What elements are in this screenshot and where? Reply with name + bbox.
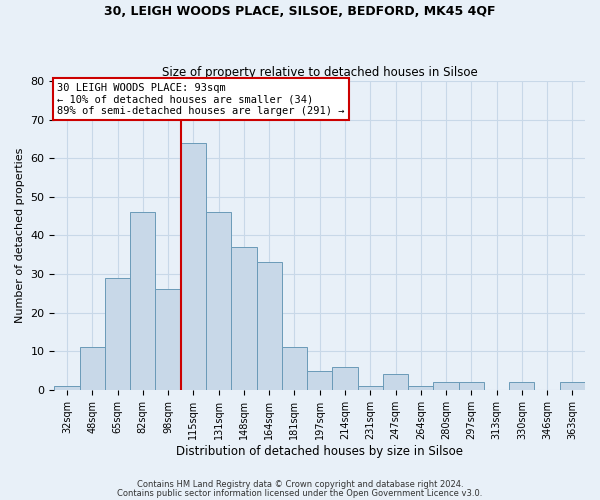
Bar: [408, 386, 433, 390]
Bar: [332, 366, 358, 390]
Bar: [282, 348, 307, 390]
Bar: [560, 382, 585, 390]
Bar: [130, 212, 155, 390]
Bar: [231, 247, 257, 390]
Bar: [383, 374, 408, 390]
Bar: [358, 386, 383, 390]
Bar: [206, 212, 231, 390]
Bar: [155, 290, 181, 390]
Text: Contains public sector information licensed under the Open Government Licence v3: Contains public sector information licen…: [118, 490, 482, 498]
Bar: [509, 382, 535, 390]
Bar: [80, 348, 105, 390]
Bar: [433, 382, 458, 390]
Title: Size of property relative to detached houses in Silsoe: Size of property relative to detached ho…: [162, 66, 478, 78]
Text: 30, LEIGH WOODS PLACE, SILSOE, BEDFORD, MK45 4QF: 30, LEIGH WOODS PLACE, SILSOE, BEDFORD, …: [104, 5, 496, 18]
Bar: [307, 370, 332, 390]
Bar: [105, 278, 130, 390]
Bar: [257, 262, 282, 390]
Bar: [181, 143, 206, 390]
Text: Contains HM Land Registry data © Crown copyright and database right 2024.: Contains HM Land Registry data © Crown c…: [137, 480, 463, 489]
Text: 30 LEIGH WOODS PLACE: 93sqm
← 10% of detached houses are smaller (34)
89% of sem: 30 LEIGH WOODS PLACE: 93sqm ← 10% of det…: [57, 82, 344, 116]
X-axis label: Distribution of detached houses by size in Silsoe: Distribution of detached houses by size …: [176, 444, 463, 458]
Bar: [458, 382, 484, 390]
Y-axis label: Number of detached properties: Number of detached properties: [15, 148, 25, 323]
Bar: [55, 386, 80, 390]
